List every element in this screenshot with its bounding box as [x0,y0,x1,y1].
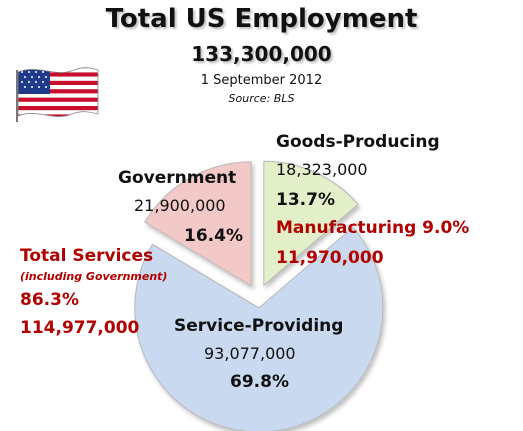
value-goods-producing: 18,323,000 [276,160,368,179]
label-service-providing: Service-Providing [174,316,344,336]
label-manufacturing: Manufacturing 9.0% [276,218,470,238]
percent-government: 16.4% [184,226,243,246]
value-manufacturing: 11,970,000 [276,248,384,268]
chart-date: 1 September 2012 [200,73,323,88]
slice-service-providing [134,226,384,431]
label-government: Government [118,168,237,188]
percent-service-providing: 69.8% [230,372,289,392]
us-flag-icon [16,67,99,122]
percent-total-services: 86.3% [20,290,79,310]
slice-government [144,161,252,287]
total-employment: 133,300,000 [191,42,332,66]
percent-goods-producing: 13.7% [276,190,335,210]
note-total-services: (including Government) [20,270,168,283]
value-service-providing: 93,077,000 [204,344,296,363]
label-total-services: Total Services [20,246,154,266]
value-total-services: 114,977,000 [20,318,140,338]
label-goods-producing: Goods-Producing [276,132,440,152]
slice-goods-producing [263,160,359,287]
chart-source: Source: BLS [228,92,295,105]
value-government: 21,900,000 [134,196,226,215]
chart-title: Total US Employment [105,4,418,34]
